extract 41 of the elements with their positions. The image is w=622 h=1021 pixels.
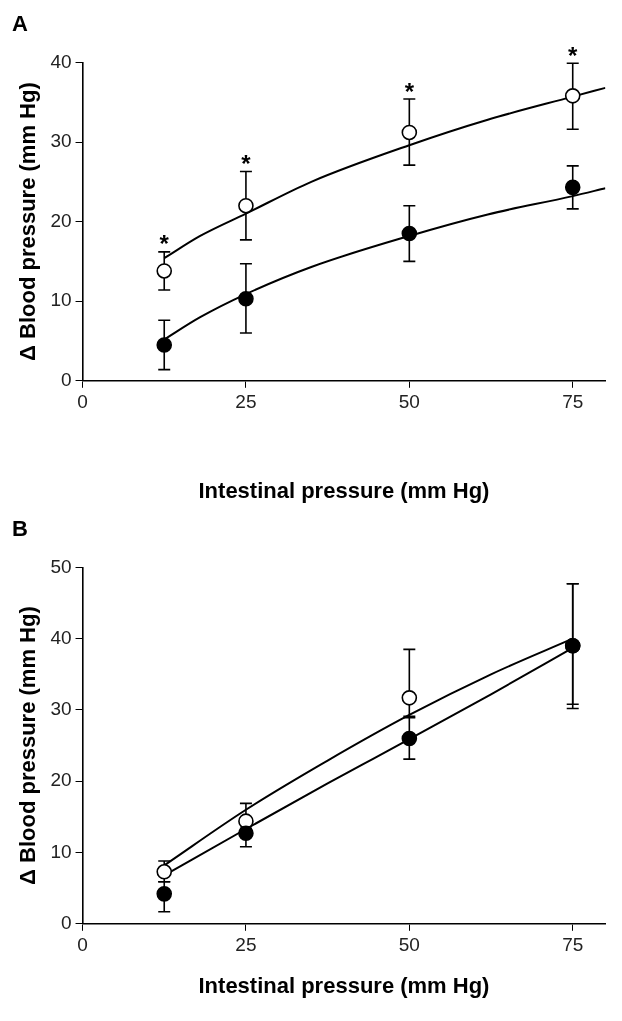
x-tick-label: 25 <box>235 391 257 413</box>
y-tick-label: 0 <box>60 912 72 934</box>
point <box>156 337 173 353</box>
point <box>401 690 418 706</box>
annotation: * <box>568 41 579 69</box>
x-tick-label: 50 <box>398 934 420 956</box>
annotation: * <box>404 77 415 105</box>
point <box>238 291 254 307</box>
x-tick-label: 25 <box>235 934 257 956</box>
point <box>401 225 418 242</box>
x-axis-title: Intestinal pressure (mm Hg) <box>198 477 490 503</box>
chart-title: B <box>12 516 28 542</box>
y-tick-label: 50 <box>50 555 72 577</box>
y-tick-label: 40 <box>50 626 72 648</box>
x-tick-label: 50 <box>398 391 420 413</box>
point <box>401 124 418 141</box>
y-tick-label: 30 <box>50 698 72 720</box>
chart-title: A <box>12 11 28 37</box>
point <box>238 197 254 214</box>
y-axis-title: Δ Blood pressure (mm Hg) <box>15 606 41 885</box>
point <box>401 730 418 747</box>
y-tick-label: 20 <box>50 769 72 791</box>
y-tick-label: 20 <box>50 209 72 231</box>
x-tick-label: 75 <box>562 391 584 413</box>
point <box>564 88 581 104</box>
y-tick-label: 10 <box>50 289 72 311</box>
point <box>564 179 581 196</box>
x-tick-label: 0 <box>77 934 88 956</box>
point <box>156 263 173 279</box>
y-tick-label: 30 <box>50 130 72 152</box>
y-tick-label: 10 <box>50 840 72 862</box>
x-tick-label: 0 <box>77 391 88 413</box>
x-tick-label: 75 <box>562 934 584 956</box>
x-axis-title: Intestinal pressure (mm Hg) <box>198 972 490 998</box>
point <box>238 825 254 842</box>
annotation: * <box>241 150 252 178</box>
y-tick-label: 0 <box>60 369 72 391</box>
annotation: * <box>159 230 170 258</box>
point <box>156 886 173 902</box>
y-axis-title: Δ Blood pressure (mm Hg) <box>15 82 41 361</box>
y-tick-label: 40 <box>50 50 72 72</box>
